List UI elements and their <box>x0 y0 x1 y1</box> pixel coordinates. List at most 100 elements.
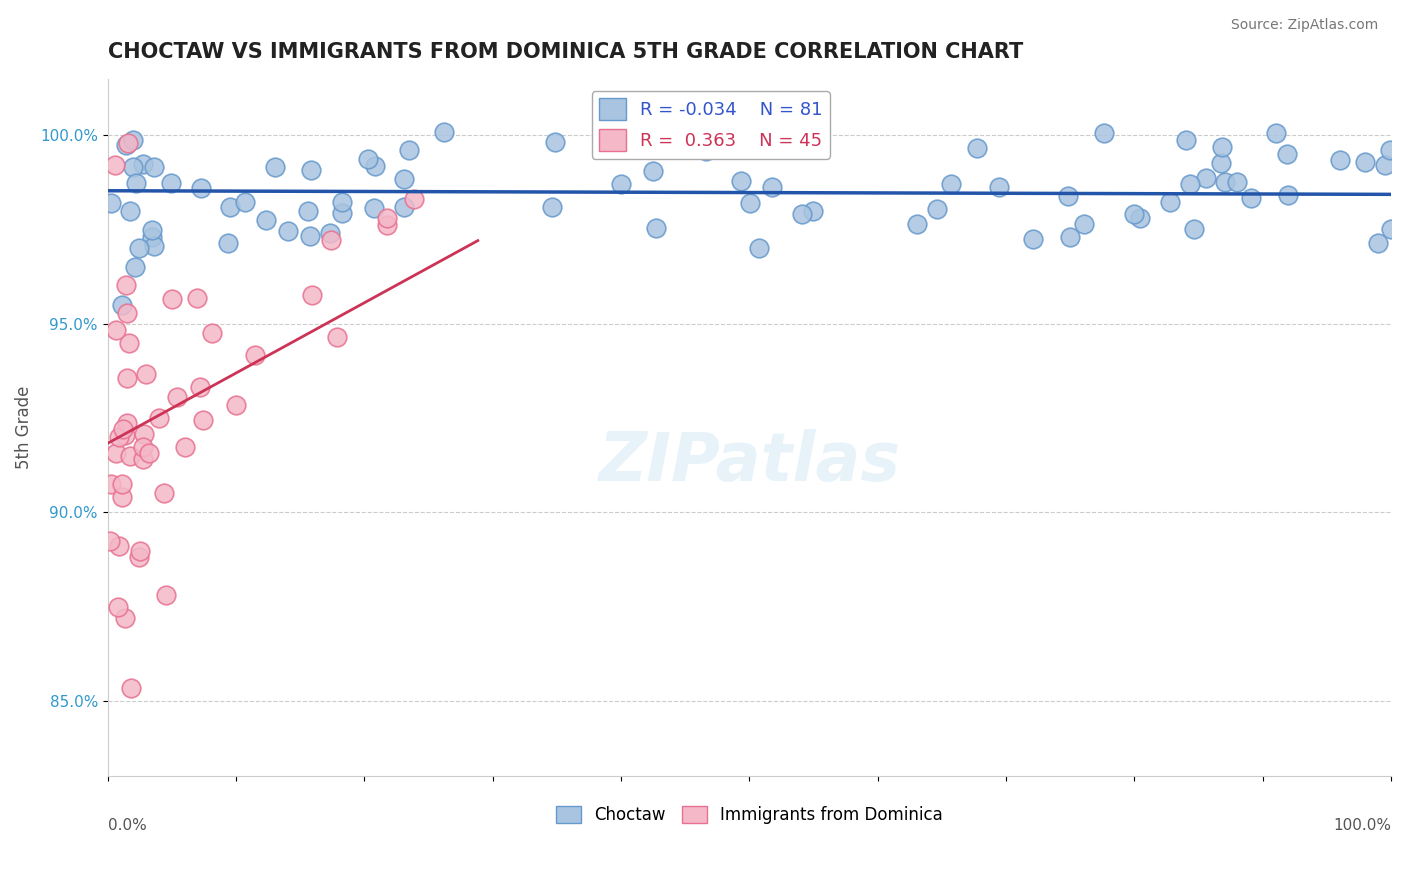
Point <box>128 543 150 558</box>
Point <box>1211 140 1233 154</box>
Point <box>128 549 150 564</box>
Point <box>644 221 666 235</box>
Point <box>297 203 319 218</box>
Point <box>277 224 299 238</box>
Point <box>190 181 212 195</box>
Point <box>748 241 770 255</box>
Point <box>966 141 988 155</box>
Point <box>1129 211 1152 226</box>
Point <box>114 611 136 625</box>
Point <box>217 236 239 251</box>
Point <box>111 298 134 312</box>
Point <box>98 534 121 549</box>
Point <box>186 291 208 305</box>
Text: 0.0%: 0.0% <box>108 818 146 833</box>
Point <box>1374 158 1396 172</box>
Point <box>1092 126 1115 140</box>
Point <box>1059 230 1081 244</box>
Text: CHOCTAW VS IMMIGRANTS FROM DOMINICA 5TH GRADE CORRELATION CHART: CHOCTAW VS IMMIGRANTS FROM DOMINICA 5TH … <box>108 42 1024 62</box>
Point <box>364 159 387 173</box>
Point <box>1329 153 1351 168</box>
Point <box>394 200 416 214</box>
Point <box>100 477 122 491</box>
Point <box>111 422 134 436</box>
Point <box>1275 147 1298 161</box>
Point <box>392 172 415 186</box>
Point <box>100 195 122 210</box>
Point <box>264 161 287 175</box>
Point <box>173 441 195 455</box>
Point <box>128 241 150 255</box>
Point <box>132 427 155 442</box>
Point <box>125 177 148 191</box>
Point <box>132 157 155 171</box>
Point <box>363 201 385 215</box>
Point <box>541 200 564 214</box>
Point <box>1123 206 1146 220</box>
Point <box>1178 178 1201 192</box>
Point <box>1182 222 1205 236</box>
Point <box>245 348 267 362</box>
Point <box>225 398 247 412</box>
Point <box>1213 175 1236 189</box>
Point <box>188 380 211 394</box>
Point <box>761 180 783 194</box>
Point <box>193 413 215 427</box>
Point <box>118 204 141 219</box>
Point <box>142 239 165 253</box>
Point <box>143 161 166 175</box>
Point <box>610 177 633 191</box>
Point <box>299 228 322 243</box>
Point <box>1195 171 1218 186</box>
Point <box>132 441 155 455</box>
Point <box>201 326 224 341</box>
Point <box>398 143 420 157</box>
Point <box>1240 191 1263 205</box>
Point <box>941 177 963 191</box>
Point <box>141 230 163 244</box>
Point <box>115 306 138 320</box>
Point <box>1057 188 1080 202</box>
Point <box>927 202 949 216</box>
Point <box>115 371 138 385</box>
Point <box>1021 232 1043 246</box>
Point <box>1277 187 1299 202</box>
Point <box>1159 195 1181 210</box>
Point <box>299 163 322 178</box>
Point <box>121 160 143 174</box>
Point <box>117 136 139 150</box>
Point <box>132 452 155 467</box>
Point <box>740 196 762 211</box>
Point <box>730 174 752 188</box>
Point <box>1226 175 1249 189</box>
Point <box>905 217 928 231</box>
Point <box>796 126 818 140</box>
Point <box>141 223 163 237</box>
Point <box>1367 235 1389 250</box>
Point <box>219 200 242 214</box>
Point <box>695 145 717 159</box>
Point <box>1378 143 1400 157</box>
Point <box>233 194 256 209</box>
Point <box>148 411 170 425</box>
Point <box>1174 133 1197 147</box>
Point <box>121 681 143 695</box>
Point <box>1073 218 1095 232</box>
Point <box>332 205 354 219</box>
Point <box>658 136 681 150</box>
Point <box>792 207 814 221</box>
Point <box>402 192 425 206</box>
Point <box>115 137 138 152</box>
Point <box>1209 156 1232 170</box>
Point <box>122 133 145 147</box>
Point <box>124 260 146 274</box>
Point <box>1354 154 1376 169</box>
Point <box>108 539 131 553</box>
Point <box>641 164 664 178</box>
Point <box>254 213 277 227</box>
Point <box>375 211 398 226</box>
Point <box>117 336 139 351</box>
Point <box>700 142 723 156</box>
Point <box>153 486 176 500</box>
Point <box>114 427 136 442</box>
